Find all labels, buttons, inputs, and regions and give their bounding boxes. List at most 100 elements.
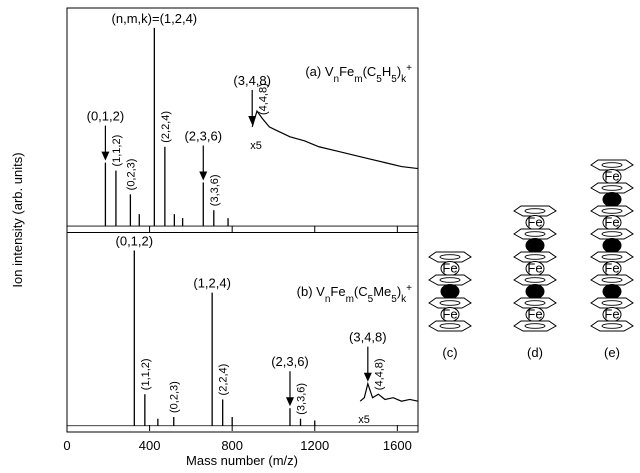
metal-label: V: [608, 238, 617, 253]
metal-label: Fe: [527, 261, 542, 276]
arrow-head: [285, 397, 294, 407]
ring-inner: [601, 323, 623, 329]
peak-label: (0,2,3): [125, 159, 137, 191]
ring-inner: [524, 277, 546, 283]
ring-inner: [439, 254, 461, 260]
structure-label: (e): [604, 345, 620, 360]
ring-inner: [524, 208, 546, 214]
ring-inner: [601, 162, 623, 168]
arrow-head: [248, 115, 257, 125]
title-part: k: [401, 74, 407, 85]
ring: [513, 251, 557, 263]
peak-label: (0,1,2): [87, 109, 125, 124]
peak-label: (0,2,3): [169, 381, 181, 413]
title-part: +: [406, 283, 412, 294]
ring: [590, 159, 634, 171]
title-part: ): [397, 64, 401, 79]
peak-label: (n,m,k)=(1,2,4): [112, 11, 198, 26]
metal-label: Fe: [527, 215, 542, 230]
metal-label: Fe: [604, 307, 619, 322]
ring: [513, 228, 557, 240]
enhanced-trace: [359, 381, 419, 402]
x-tick-label: 0: [63, 438, 70, 453]
peak-label: (2,3,6): [184, 128, 222, 143]
peak-label: (3,3,6): [209, 174, 221, 206]
title-part: Fe: [339, 64, 354, 79]
enhanced-trace: [251, 109, 419, 170]
plot-frame: [66, 7, 419, 433]
ring-inner: [439, 300, 461, 306]
metal-label: Fe: [442, 261, 457, 276]
scale-label: x5: [250, 140, 262, 152]
peak-label: (2,2,4): [160, 111, 172, 143]
ring-inner: [601, 254, 623, 260]
ring: [428, 297, 472, 309]
ring: [428, 251, 472, 263]
title-part: n: [334, 74, 340, 85]
peak-label: (0,1,2): [116, 234, 154, 249]
ring-inner: [601, 208, 623, 214]
title-part: +: [406, 63, 412, 74]
ring: [590, 182, 634, 194]
title-part: k: [401, 294, 407, 305]
panel-title: (a) VnFem(C5H5)k+: [305, 63, 412, 85]
x-tick-label: 400: [139, 438, 161, 453]
ring: [590, 274, 634, 286]
title-part: ): [397, 284, 401, 299]
peak-label: (1,1,2): [111, 135, 123, 167]
ring: [513, 297, 557, 309]
structure-label: (d): [527, 345, 543, 360]
peak-label: (1,2,4): [193, 276, 231, 291]
ring-inner: [439, 323, 461, 329]
title-part: Me: [373, 284, 391, 299]
ring-inner: [601, 185, 623, 191]
metal-label: Fe: [604, 261, 619, 276]
ring: [590, 228, 634, 240]
x-axis-label: Mass number (m/z): [186, 453, 298, 468]
ring-inner: [601, 300, 623, 306]
title-part: 5: [368, 294, 374, 305]
ring-inner: [439, 277, 461, 283]
x-tick-label: 1200: [300, 438, 329, 453]
ring: [513, 274, 557, 286]
metal-label: Fe: [604, 169, 619, 184]
metal-label: V: [446, 284, 455, 299]
title-part: (C: [354, 284, 368, 299]
title-part: 5: [391, 294, 397, 305]
ring: [513, 205, 557, 217]
peak-label: (1,1,2): [140, 358, 152, 390]
ring: [590, 297, 634, 309]
peak-label: (4,4,8): [258, 83, 270, 115]
peak-label: (3,3,6): [296, 383, 308, 415]
ring-inner: [524, 300, 546, 306]
ring: [428, 274, 472, 286]
x-tick-label: 800: [221, 438, 243, 453]
ring: [590, 205, 634, 217]
peak-label: (4,4,8): [373, 358, 385, 390]
metal-label: V: [531, 238, 540, 253]
title-part: m: [354, 74, 362, 85]
x-tick-label: 1600: [383, 438, 412, 453]
ring-inner: [601, 277, 623, 283]
peak-label: (3,4,8): [349, 330, 387, 345]
title-part: H: [382, 64, 391, 79]
metal-label: Fe: [442, 307, 457, 322]
title-part: (C: [363, 64, 377, 79]
title-part: 5: [376, 74, 382, 85]
metal-label: Fe: [527, 307, 542, 322]
ring: [590, 320, 634, 332]
title-part: 5: [391, 74, 397, 85]
title-part: (b) V: [297, 284, 326, 299]
title-part: Fe: [330, 284, 345, 299]
arrow-head: [101, 151, 110, 161]
ring: [590, 251, 634, 263]
metal-label: V: [608, 192, 617, 207]
ring-inner: [524, 254, 546, 260]
arrow-head: [363, 372, 372, 382]
panel-title: (b) VnFem(C5Me5)k+: [297, 283, 413, 305]
structure-label: (c): [442, 345, 457, 360]
metal-label: V: [531, 284, 540, 299]
metal-label: V: [608, 284, 617, 299]
title-part: n: [325, 294, 331, 305]
